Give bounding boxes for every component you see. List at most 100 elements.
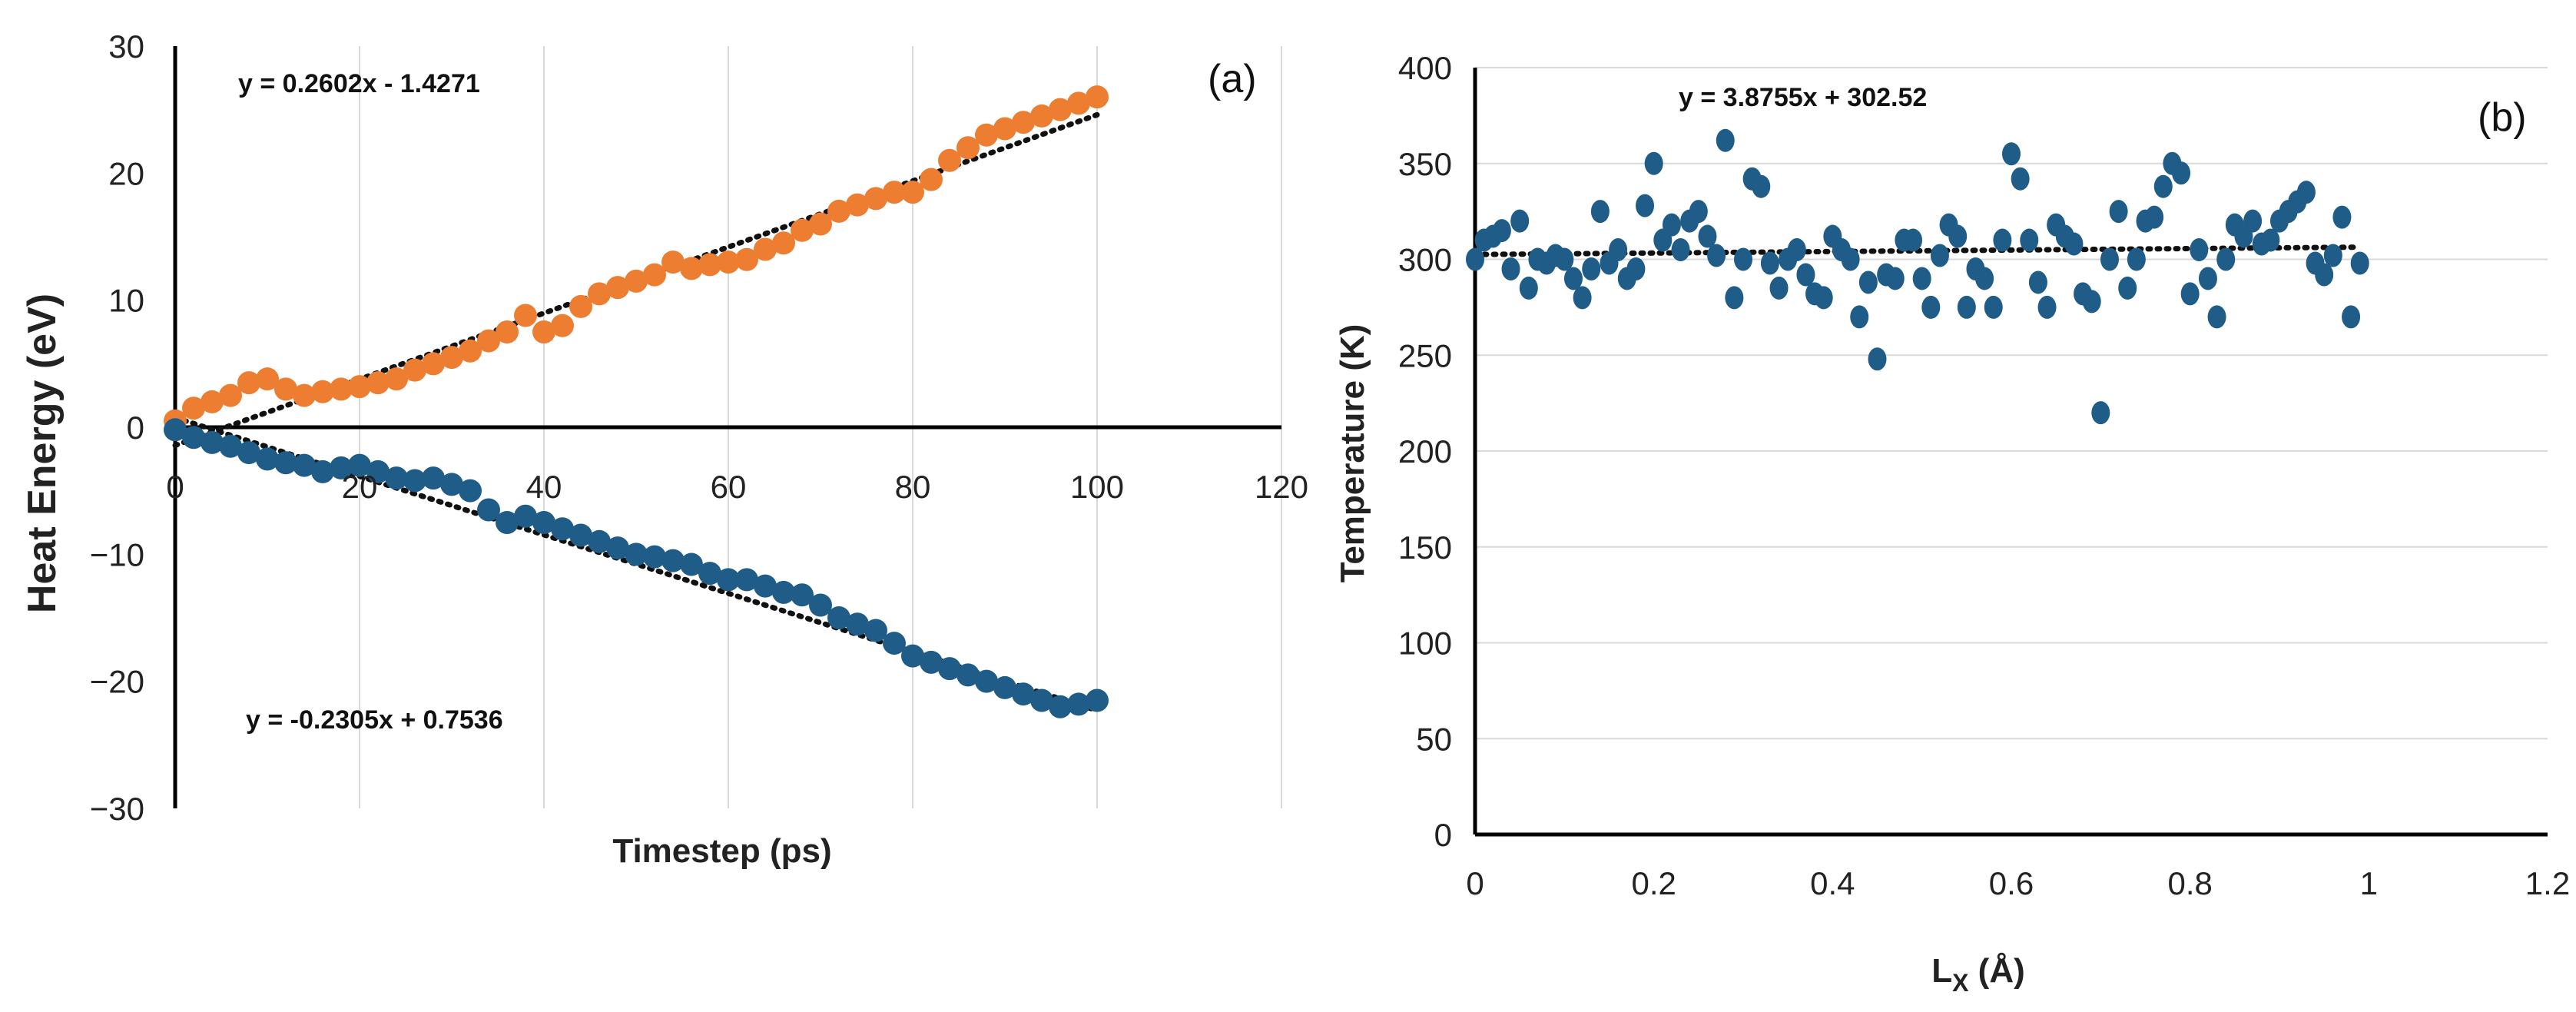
panel-a-point-lower bbox=[883, 632, 906, 655]
panel-a-point-lower bbox=[625, 542, 648, 566]
panel-a-point-lower bbox=[956, 663, 980, 687]
panel-a-point-upper bbox=[201, 390, 224, 413]
panel-b-y-tick-label: 400 bbox=[1398, 50, 1452, 86]
panel-a-point-upper bbox=[625, 269, 648, 293]
panel-b-point bbox=[1582, 257, 1601, 280]
panel-b-point bbox=[1850, 305, 1869, 329]
panel-b-point bbox=[1492, 219, 1511, 243]
panel-b-point bbox=[1787, 238, 1806, 262]
panel-b-point bbox=[2207, 305, 2226, 329]
panel-a-point-lower bbox=[791, 583, 814, 607]
panel-b-x-tick-label: 0.6 bbox=[1989, 865, 2034, 901]
panel-a-point-upper bbox=[588, 282, 611, 306]
panel-a-point-lower bbox=[1030, 688, 1053, 712]
panel-b-point bbox=[1662, 213, 1681, 237]
panel-b-point bbox=[1519, 276, 1538, 300]
panel-b-point bbox=[2037, 295, 2057, 319]
panel-a-point-lower bbox=[514, 504, 537, 528]
panel-a-y-tick-label: −10 bbox=[90, 536, 144, 572]
panel-b-x-axis-title-sub: X bbox=[1952, 969, 1969, 997]
panel-b-point bbox=[1644, 151, 1663, 175]
panel-b-axes bbox=[1473, 68, 2548, 837]
panel-a-point-upper bbox=[256, 367, 279, 391]
panel-b-x-tick-label: 0.2 bbox=[1631, 865, 1676, 901]
panel-a-point-lower bbox=[975, 669, 998, 693]
panel-a-point-lower bbox=[311, 460, 334, 483]
panel-a-point-upper bbox=[532, 320, 555, 343]
panel-a-point-upper bbox=[237, 371, 260, 395]
panel-a-point-lower bbox=[588, 529, 611, 553]
panel-a-point-upper bbox=[698, 253, 721, 277]
panel-b-y-tick-label: 200 bbox=[1398, 433, 1452, 470]
panel-a-point-lower bbox=[330, 456, 353, 479]
panel-a-points bbox=[164, 85, 1109, 718]
panel-a-point-lower bbox=[422, 466, 445, 490]
panel-a-point-upper bbox=[366, 371, 390, 395]
panel-a-x-tick-label: 120 bbox=[1255, 469, 1308, 505]
panel-a-point-upper bbox=[883, 181, 906, 204]
panel-a-point-upper bbox=[1067, 91, 1090, 115]
panel-a-point-lower bbox=[772, 580, 795, 604]
panel-a-point-lower bbox=[569, 523, 592, 547]
panel-a-point-upper bbox=[569, 294, 592, 318]
panel-a-point-lower bbox=[477, 498, 500, 522]
panel-a-point-lower bbox=[182, 426, 205, 450]
panel-b-point bbox=[2332, 205, 2352, 229]
panel-a-point-upper bbox=[993, 117, 1016, 141]
panel-b-point bbox=[1573, 286, 1592, 310]
panel-b-point bbox=[1868, 347, 1887, 371]
panel-a-point-upper bbox=[772, 231, 795, 255]
panel-b-point bbox=[1725, 286, 1744, 310]
panel-a-point-lower bbox=[201, 430, 224, 454]
panel-a-point-upper bbox=[864, 187, 887, 211]
panel-b-y-tick-label: 250 bbox=[1398, 337, 1452, 373]
panel-b-label: (b) bbox=[2478, 95, 2527, 140]
panel-a-point-lower bbox=[1012, 682, 1035, 706]
panel-b-y-tick-label: 100 bbox=[1398, 625, 1452, 662]
panel-b-point bbox=[2172, 161, 2191, 185]
panel-b-point bbox=[2180, 282, 2200, 306]
panel-b-point bbox=[1984, 295, 2003, 319]
panel-b-point bbox=[1609, 238, 1628, 262]
panel-a-point-lower bbox=[920, 650, 943, 674]
panel-b-y-tick-label: 50 bbox=[1416, 721, 1452, 757]
panel-b-point bbox=[2020, 228, 2039, 252]
panel-a-point-upper bbox=[754, 237, 777, 261]
panel-b-point bbox=[1555, 247, 1574, 271]
panel-a-point-upper bbox=[385, 367, 408, 391]
panel-b-point bbox=[1975, 267, 1994, 290]
panel-b-point bbox=[1948, 224, 1968, 248]
panel-a-point-lower bbox=[606, 536, 629, 560]
panel-a-point-lower bbox=[901, 644, 924, 668]
panel-b-point bbox=[2091, 401, 2110, 425]
panel-a-point-lower bbox=[846, 612, 869, 636]
panel-a-point-lower bbox=[938, 657, 961, 681]
panel-b-point bbox=[1993, 228, 2012, 252]
panel-b-point bbox=[1930, 244, 1949, 267]
panel-b-point bbox=[1707, 244, 1726, 267]
panel-b-point bbox=[1671, 238, 1690, 262]
panel-b-point bbox=[1904, 228, 1923, 252]
panel-a-point-upper bbox=[219, 383, 242, 407]
panel-b-point bbox=[2261, 228, 2280, 252]
panel-b-point bbox=[1814, 286, 1833, 310]
panel-a-point-upper bbox=[496, 320, 519, 343]
panel-a-point-lower bbox=[237, 441, 260, 465]
panel-b-point bbox=[2145, 205, 2164, 229]
panel-a-equation-upper: y = 0.2602x - 1.4271 bbox=[238, 69, 480, 98]
panel-a-point-lower bbox=[735, 568, 758, 592]
panel-b-point bbox=[2315, 263, 2334, 287]
panel-b-x-tick-label: 0.4 bbox=[1810, 865, 1855, 901]
panel-a-point-lower bbox=[698, 562, 721, 586]
panel-b-point bbox=[1752, 174, 1771, 198]
panel-b-point bbox=[1501, 257, 1520, 280]
panel-a-point-upper bbox=[274, 377, 297, 401]
panel-b-point bbox=[1466, 247, 1484, 271]
panel-a-x-tick-label: 100 bbox=[1070, 469, 1124, 505]
panel-a-point-upper bbox=[901, 181, 924, 204]
panel-b-tick-labels: 0 50 100 150 200 250 300 350 400 0 0.2 0.4 0.6 0.8 1 1.… bbox=[1398, 50, 2570, 901]
panel-b-point bbox=[1510, 209, 1530, 233]
